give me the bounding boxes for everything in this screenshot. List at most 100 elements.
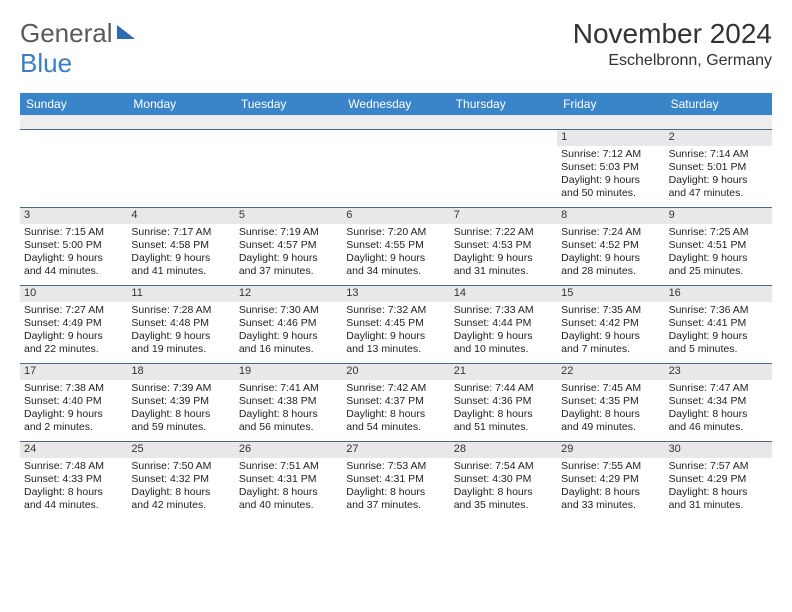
sunrise-text: Sunrise: 7:15 AM	[24, 226, 123, 239]
daylight-text-1: Daylight: 9 hours	[24, 252, 123, 265]
daylight-text-2: and 33 minutes.	[561, 499, 660, 512]
sunset-text: Sunset: 4:29 PM	[669, 473, 768, 486]
calendar-page: General November 2024 Eschelbronn, Germa…	[0, 0, 792, 529]
daylight-text-2: and 47 minutes.	[669, 187, 768, 200]
sunrise-text: Sunrise: 7:33 AM	[454, 304, 553, 317]
calendar-cell: 27Sunrise: 7:53 AMSunset: 4:31 PMDayligh…	[342, 441, 449, 519]
sunset-text: Sunset: 4:36 PM	[454, 395, 553, 408]
day-header: Monday	[127, 93, 234, 115]
daylight-text-2: and 56 minutes.	[239, 421, 338, 434]
sunset-text: Sunset: 4:53 PM	[454, 239, 553, 252]
daylight-text-2: and 31 minutes.	[669, 499, 768, 512]
sunrise-text: Sunrise: 7:20 AM	[346, 226, 445, 239]
daylight-text-1: Daylight: 9 hours	[561, 174, 660, 187]
daylight-text-1: Daylight: 8 hours	[669, 408, 768, 421]
calendar-cell: 3Sunrise: 7:15 AMSunset: 5:00 PMDaylight…	[20, 207, 127, 285]
day-number: 1	[557, 130, 664, 146]
day-number: 28	[450, 442, 557, 458]
daylight-text-2: and 13 minutes.	[346, 343, 445, 356]
sunrise-text: Sunrise: 7:51 AM	[239, 460, 338, 473]
sunrise-text: Sunrise: 7:57 AM	[669, 460, 768, 473]
daylight-text-2: and 5 minutes.	[669, 343, 768, 356]
daylight-text-1: Daylight: 9 hours	[346, 252, 445, 265]
day-number: 18	[127, 364, 234, 380]
day-number: 27	[342, 442, 449, 458]
day-header: Friday	[557, 93, 664, 115]
month-title: November 2024	[573, 18, 772, 50]
calendar-cell: 28Sunrise: 7:54 AMSunset: 4:30 PMDayligh…	[450, 441, 557, 519]
logo-mark-icon	[117, 25, 135, 39]
sunrise-text: Sunrise: 7:17 AM	[131, 226, 230, 239]
calendar-cell: 11Sunrise: 7:28 AMSunset: 4:48 PMDayligh…	[127, 285, 234, 363]
sunset-text: Sunset: 4:35 PM	[561, 395, 660, 408]
title-block: November 2024 Eschelbronn, Germany	[573, 18, 772, 70]
sunset-text: Sunset: 4:49 PM	[24, 317, 123, 330]
spacer-row	[20, 115, 772, 129]
daylight-text-2: and 37 minutes.	[346, 499, 445, 512]
day-number: 4	[127, 208, 234, 224]
day-number: 22	[557, 364, 664, 380]
calendar-cell: 23Sunrise: 7:47 AMSunset: 4:34 PMDayligh…	[665, 363, 772, 441]
day-number: 19	[235, 364, 342, 380]
day-number: 7	[450, 208, 557, 224]
daylight-text-2: and 54 minutes.	[346, 421, 445, 434]
daylight-text-2: and 2 minutes.	[24, 421, 123, 434]
calendar-cell	[20, 129, 127, 207]
daylight-text-1: Daylight: 9 hours	[239, 330, 338, 343]
daylight-text-1: Daylight: 9 hours	[131, 252, 230, 265]
calendar-cell: 1Sunrise: 7:12 AMSunset: 5:03 PMDaylight…	[557, 129, 664, 207]
daylight-text-1: Daylight: 8 hours	[561, 408, 660, 421]
daylight-text-2: and 50 minutes.	[561, 187, 660, 200]
sunrise-text: Sunrise: 7:41 AM	[239, 382, 338, 395]
calendar-cell: 2Sunrise: 7:14 AMSunset: 5:01 PMDaylight…	[665, 129, 772, 207]
calendar-cell: 22Sunrise: 7:45 AMSunset: 4:35 PMDayligh…	[557, 363, 664, 441]
calendar-cell: 26Sunrise: 7:51 AMSunset: 4:31 PMDayligh…	[235, 441, 342, 519]
day-number: 24	[20, 442, 127, 458]
calendar-cell: 4 Sunrise: 7:17 AMSunset: 4:58 PMDaylight…	[127, 207, 234, 285]
sunset-text: Sunset: 4:33 PM	[24, 473, 123, 486]
daylight-text-1: Daylight: 8 hours	[131, 408, 230, 421]
sunset-text: Sunset: 4:32 PM	[131, 473, 230, 486]
sunset-text: Sunset: 4:45 PM	[346, 317, 445, 330]
sunset-text: Sunset: 4:48 PM	[131, 317, 230, 330]
daylight-text-2: and 25 minutes.	[669, 265, 768, 278]
calendar-cell: 17Sunrise: 7:38 AMSunset: 4:40 PMDayligh…	[20, 363, 127, 441]
calendar-cell: 13Sunrise: 7:32 AMSunset: 4:45 PMDayligh…	[342, 285, 449, 363]
day-number: 21	[450, 364, 557, 380]
day-number: 12	[235, 286, 342, 302]
sunset-text: Sunset: 4:58 PM	[131, 239, 230, 252]
calendar-cell: 6Sunrise: 7:20 AMSunset: 4:55 PMDaylight…	[342, 207, 449, 285]
calendar-cell: 8Sunrise: 7:24 AMSunset: 4:52 PMDaylight…	[557, 207, 664, 285]
daylight-text-1: Daylight: 8 hours	[239, 408, 338, 421]
daylight-text-2: and 41 minutes.	[131, 265, 230, 278]
day-header-row: Sunday Monday Tuesday Wednesday Thursday…	[20, 93, 772, 115]
sunset-text: Sunset: 4:37 PM	[346, 395, 445, 408]
daylight-text-1: Daylight: 9 hours	[24, 330, 123, 343]
calendar-grid: 1Sunrise: 7:12 AMSunset: 5:03 PMDaylight…	[20, 129, 772, 519]
daylight-text-1: Daylight: 9 hours	[669, 330, 768, 343]
logo-text-blue: Blue	[20, 48, 72, 79]
sunrise-text: Sunrise: 7:38 AM	[24, 382, 123, 395]
daylight-text-2: and 49 minutes.	[561, 421, 660, 434]
daylight-text-1: Daylight: 8 hours	[346, 486, 445, 499]
sunrise-text: Sunrise: 7:44 AM	[454, 382, 553, 395]
calendar-cell: 7Sunrise: 7:22 AMSunset: 4:53 PMDaylight…	[450, 207, 557, 285]
daylight-text-2: and 35 minutes.	[454, 499, 553, 512]
sunset-text: Sunset: 4:40 PM	[24, 395, 123, 408]
calendar: Sunday Monday Tuesday Wednesday Thursday…	[20, 93, 772, 519]
calendar-cell: 29Sunrise: 7:55 AMSunset: 4:29 PMDayligh…	[557, 441, 664, 519]
calendar-cell: 18Sunrise: 7:39 AMSunset: 4:39 PMDayligh…	[127, 363, 234, 441]
daylight-text-2: and 31 minutes.	[454, 265, 553, 278]
daylight-text-2: and 44 minutes.	[24, 265, 123, 278]
day-number: 14	[450, 286, 557, 302]
calendar-cell: 16Sunrise: 7:36 AMSunset: 4:41 PMDayligh…	[665, 285, 772, 363]
daylight-text-2: and 28 minutes.	[561, 265, 660, 278]
calendar-cell: 5Sunrise: 7:19 AMSunset: 4:57 PMDaylight…	[235, 207, 342, 285]
sunrise-text: Sunrise: 7:25 AM	[669, 226, 768, 239]
calendar-cell: 19Sunrise: 7:41 AMSunset: 4:38 PMDayligh…	[235, 363, 342, 441]
day-number: 25	[127, 442, 234, 458]
day-number: 3	[20, 208, 127, 224]
daylight-text-1: Daylight: 8 hours	[454, 486, 553, 499]
calendar-cell: 21Sunrise: 7:44 AMSunset: 4:36 PMDayligh…	[450, 363, 557, 441]
daylight-text-2: and 37 minutes.	[239, 265, 338, 278]
